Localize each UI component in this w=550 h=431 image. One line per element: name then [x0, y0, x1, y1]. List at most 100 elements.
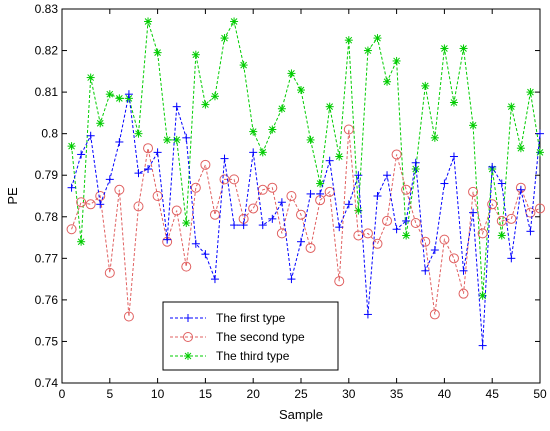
data-point [506, 213, 517, 224]
data-point [335, 223, 344, 232]
data-point [277, 198, 286, 207]
data-point [220, 34, 229, 43]
legend-marker [184, 352, 192, 360]
data-point [402, 216, 411, 225]
data-point [507, 102, 516, 111]
data-point [410, 218, 421, 229]
data-point [77, 237, 86, 246]
data-point [201, 100, 210, 109]
data-point [143, 143, 154, 154]
data-point [297, 237, 305, 246]
data-point [115, 94, 124, 103]
y-tick-label: 0.75 [35, 334, 59, 348]
data-point [182, 219, 191, 228]
data-point [306, 189, 315, 198]
data-point [239, 221, 248, 230]
x-tick-label: 0 [59, 387, 66, 401]
data-point [96, 119, 105, 128]
data-point [516, 144, 525, 153]
data-point [344, 200, 353, 209]
data-point [210, 275, 219, 284]
data-point [258, 148, 267, 157]
data-point [104, 267, 115, 278]
x-tick-label: 15 [199, 387, 213, 401]
data-point [507, 254, 516, 263]
data-point [296, 209, 306, 220]
x-tick-label: 45 [486, 387, 500, 401]
y-axis-label: PE [5, 187, 20, 205]
data-point [469, 208, 478, 217]
data-point [191, 239, 200, 248]
data-point [286, 191, 297, 201]
data-point [525, 207, 536, 218]
x-tick-label: 20 [247, 387, 261, 401]
data-point [440, 44, 449, 53]
legend-marker [184, 314, 192, 322]
data-point [392, 56, 401, 65]
data-point [249, 148, 258, 157]
x-axis-label: Sample [279, 407, 323, 422]
data-point [430, 246, 439, 255]
y-tick-label: 0.79 [35, 168, 59, 182]
data-point [249, 127, 258, 136]
x-tick-label: 25 [294, 387, 308, 401]
data-point [105, 90, 114, 99]
y-tick-label: 0.82 [35, 44, 59, 58]
data-point [268, 125, 277, 134]
data-point [105, 175, 114, 184]
data-point [306, 135, 315, 144]
data-point [382, 215, 393, 226]
data-point [536, 129, 544, 138]
data-point [535, 203, 545, 214]
data-point [420, 236, 431, 247]
data-point [114, 184, 125, 195]
data-point [85, 199, 96, 210]
data-point [516, 185, 525, 194]
data-point [267, 182, 278, 193]
data-point [182, 133, 191, 142]
data-point [448, 253, 459, 264]
data-point [115, 137, 124, 146]
data-point [239, 61, 248, 70]
data-point [67, 183, 76, 192]
series-line [71, 94, 541, 346]
data-point [123, 311, 134, 322]
data-point [201, 250, 210, 259]
data-point [190, 182, 201, 193]
data-point [77, 150, 86, 159]
data-point [96, 200, 105, 209]
legend-label: The second type [216, 330, 305, 344]
x-tick-label: 10 [151, 387, 165, 401]
data-point [383, 77, 392, 86]
data-point [258, 221, 267, 230]
legend: The first type The second type The third t… [162, 301, 339, 371]
data-point [363, 310, 372, 319]
data-point [181, 261, 192, 272]
data-point [219, 174, 230, 185]
data-point [344, 36, 353, 45]
data-point [153, 48, 162, 57]
data-point [440, 179, 449, 188]
data-point [488, 162, 497, 171]
data-point [200, 159, 211, 170]
data-point [421, 266, 430, 275]
data-point [354, 171, 363, 180]
data-point [477, 228, 488, 239]
y-tick-label: 0.77 [35, 251, 59, 265]
data-point [134, 169, 143, 178]
data-point [497, 179, 506, 188]
data-point [343, 124, 354, 135]
data-point [373, 192, 382, 200]
data-point [172, 102, 181, 111]
data-point [487, 199, 498, 210]
y-tick-label: 0.81 [35, 85, 59, 99]
data-point [305, 242, 316, 253]
data-point [124, 90, 133, 99]
data-point [469, 121, 478, 130]
data-point [209, 209, 220, 220]
data-point [268, 214, 277, 223]
data-point [248, 203, 259, 214]
data-point [325, 102, 334, 111]
data-point [230, 17, 239, 26]
